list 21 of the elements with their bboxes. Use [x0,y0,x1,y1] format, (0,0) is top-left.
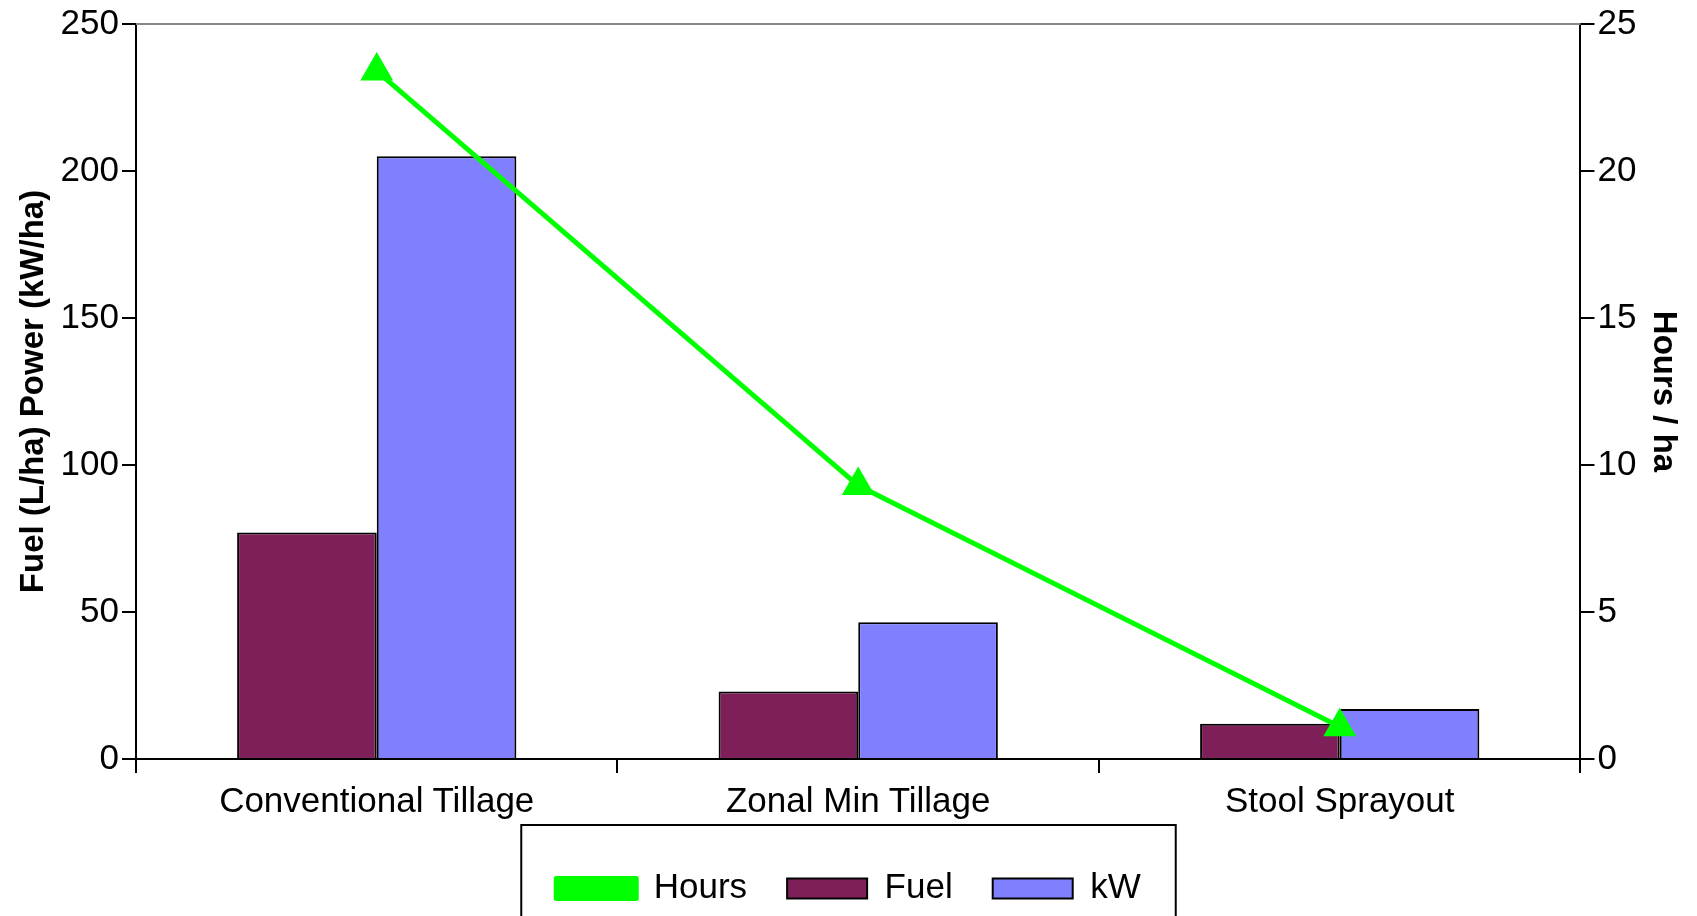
y2-axis-title: Hours / ha [1647,310,1685,473]
y-tick-label: 0 [99,736,119,776]
y2-tick-label: 0 [1597,736,1617,776]
legend-label: kW [1090,866,1141,906]
legend-label: Hours [653,866,748,906]
y-tick-label: 100 [60,442,119,482]
y2-tick-label: 10 [1597,442,1637,482]
point [360,52,393,81]
y-axis-title: Fuel (L/ha) Power (kW/ha) [12,189,50,594]
x-tick-label: Conventional Tillage [219,779,535,819]
y2-tick-label: 25 [1597,1,1637,41]
y-tick-label: 150 [60,295,119,335]
y2-tick-label: 5 [1597,589,1617,629]
x-tick-label: Stool Sprayout [1224,779,1455,819]
y2-tick-label: 15 [1597,295,1637,335]
legend-label: Fuel [884,866,953,906]
y-tick-label: 50 [80,589,119,629]
y-tick-label: 250 [60,1,119,41]
x-tick-label: Zonal Min Tillage [725,779,991,819]
y-tick-label: 200 [60,148,119,188]
y2-tick-label: 20 [1597,148,1637,188]
